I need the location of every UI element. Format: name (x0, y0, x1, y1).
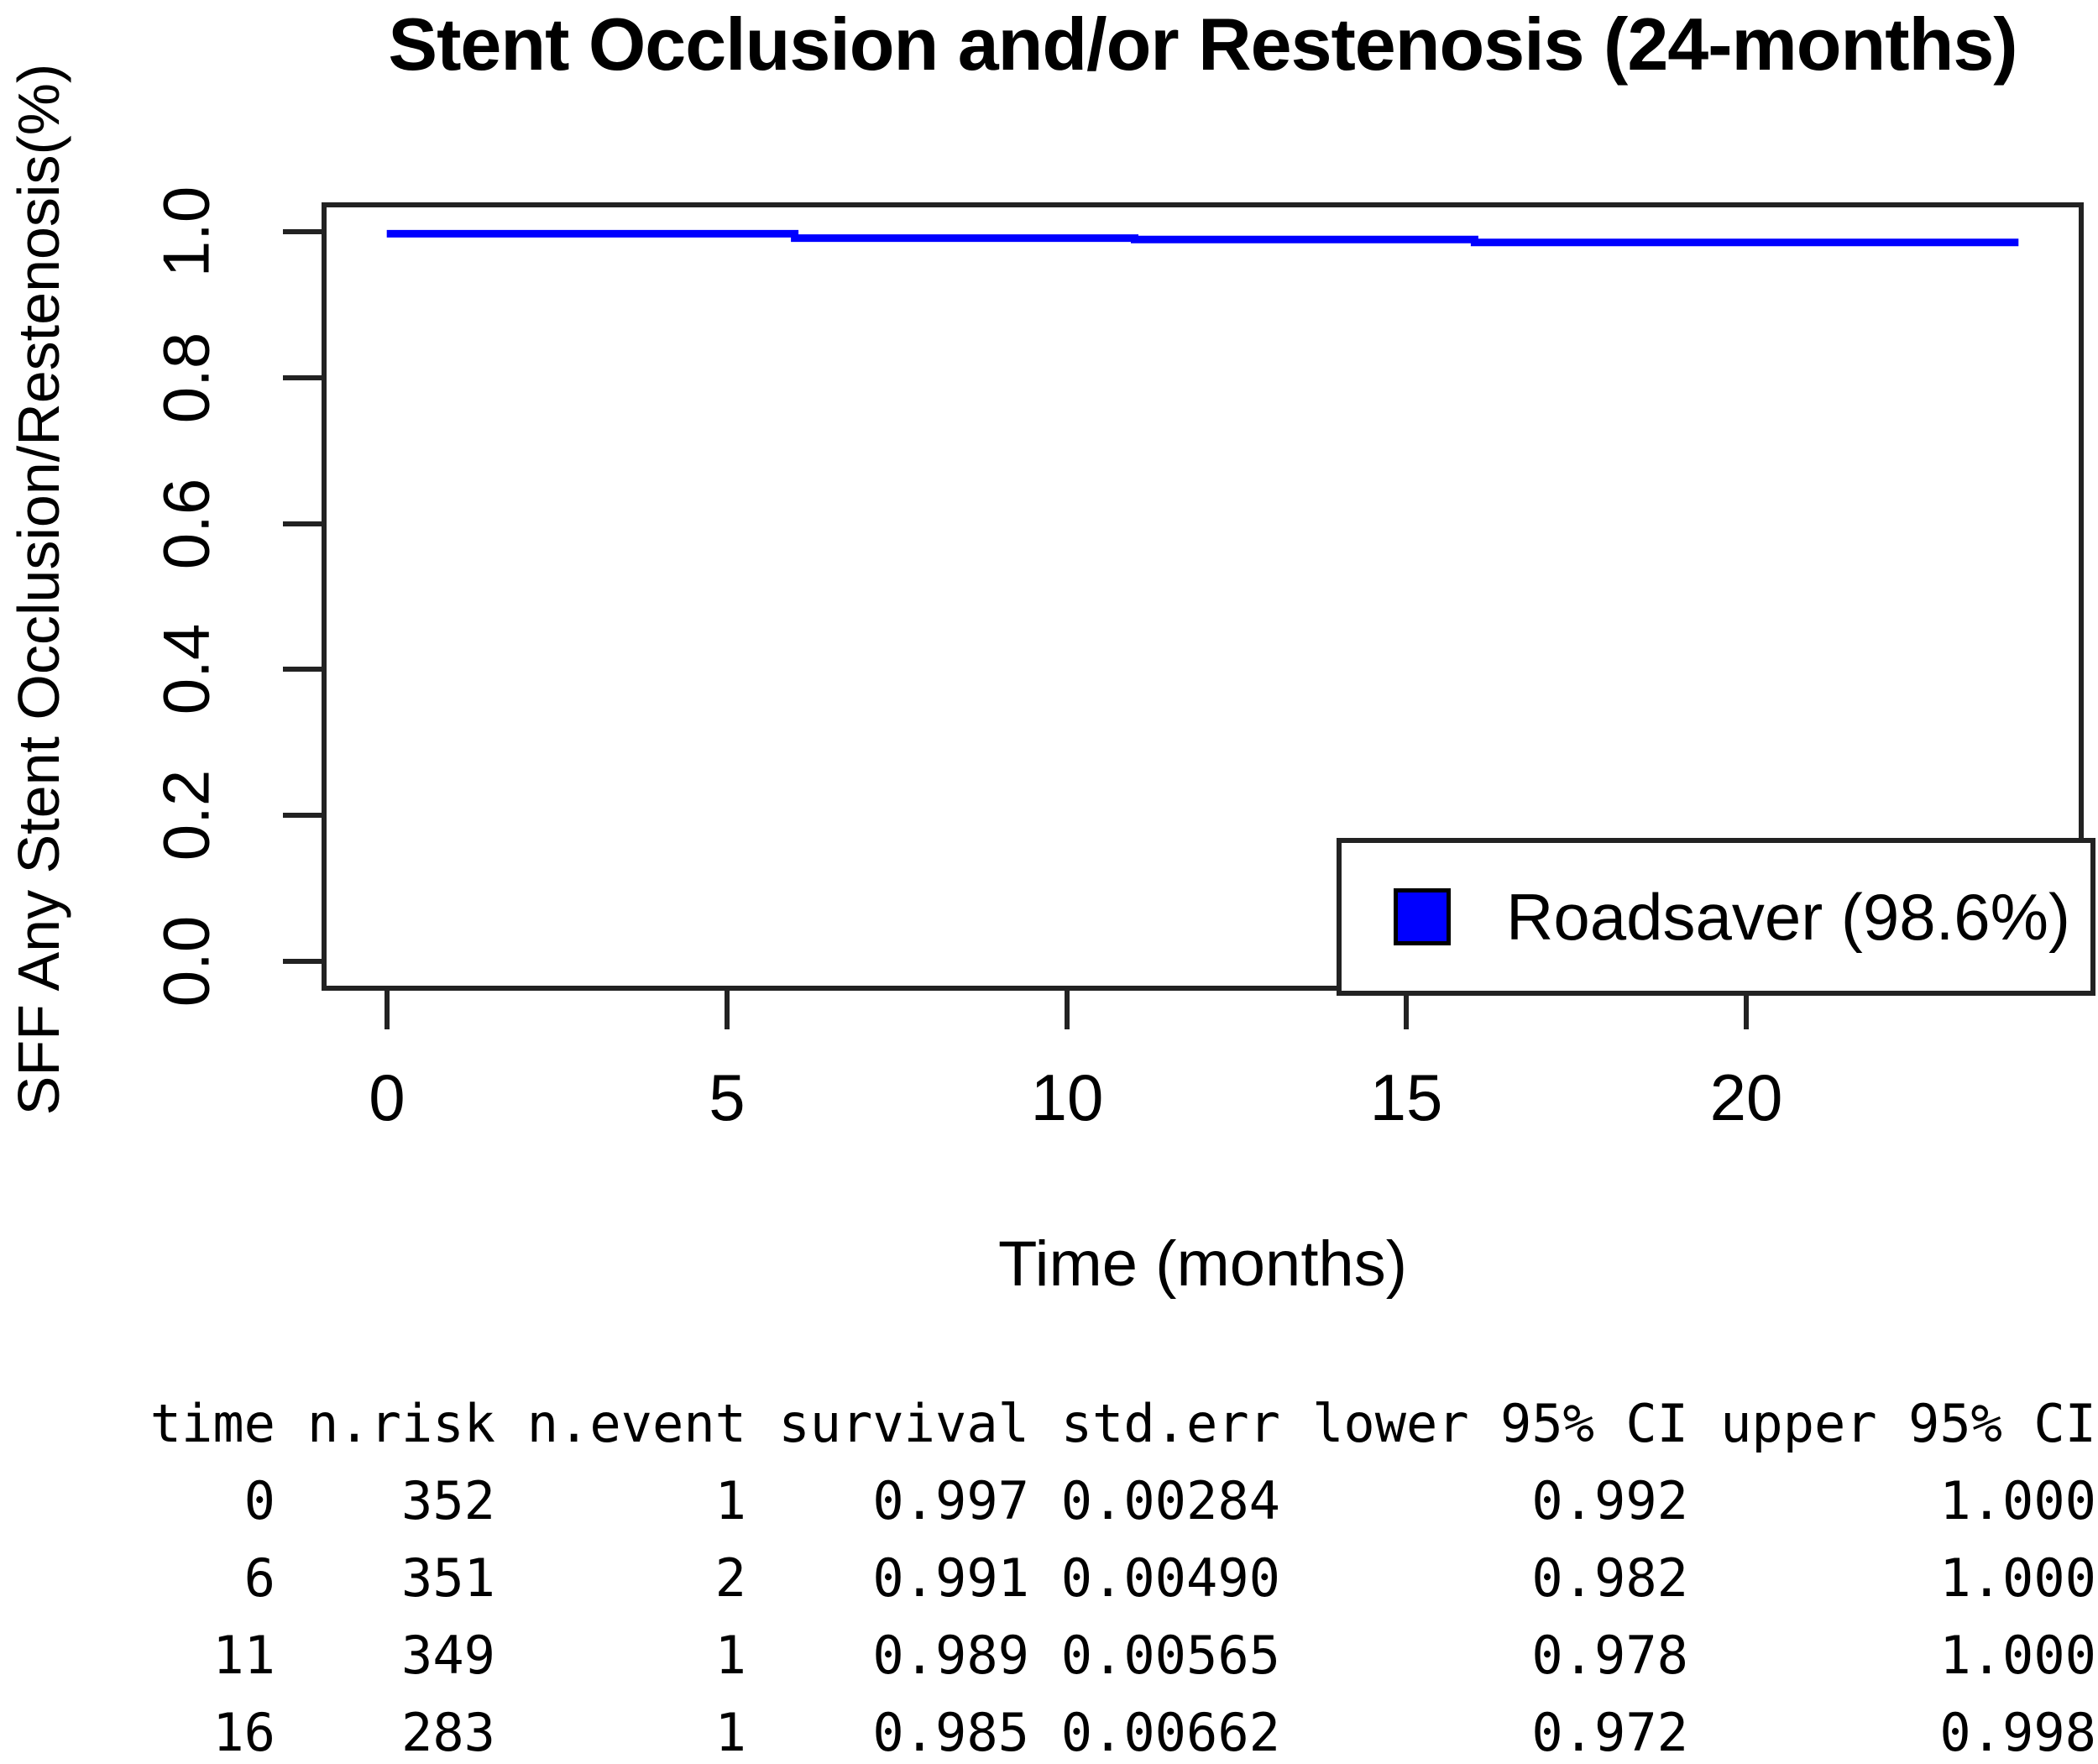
table-cell: 1.000 (1939, 1470, 2096, 1531)
table-cell: 0.00662 (1060, 1702, 1280, 1763)
legend-color-swatch (1394, 888, 1451, 945)
chart-title: Stent Occlusion and/or Restenosis (24-mo… (388, 3, 2017, 86)
y-tick-label: 1.0 (149, 186, 223, 278)
survival-curve-svg (386, 229, 2019, 247)
table-header-n-event: n.event (526, 1393, 746, 1454)
table-cell: 0.00565 (1060, 1625, 1280, 1686)
y-tick-mark (283, 959, 322, 964)
x-tick-mark (385, 991, 390, 1029)
y-tick-mark (283, 813, 322, 818)
legend: Roadsaver (98.6%) (1337, 838, 2095, 996)
table-row: 0 352 1 0.997 0.00284 0.992 1.000 (149, 1463, 2096, 1540)
y-tick-mark (283, 667, 322, 672)
table-cell: 0.00284 (1060, 1470, 1280, 1531)
x-tick-label: 20 (1709, 1060, 1783, 1134)
x-tick-mark (1065, 991, 1070, 1029)
table-cell: 283 (401, 1702, 495, 1763)
y-tick-label: 0.0 (149, 915, 223, 1008)
table-header-lower-ci: lower 95% CI (1312, 1393, 1688, 1454)
table-cell: 351 (401, 1547, 495, 1609)
y-tick-label: 0.6 (149, 478, 223, 570)
y-tick-label: 0.4 (149, 623, 223, 715)
table-cell: 11 (212, 1625, 275, 1686)
table-cell: 0.972 (1531, 1702, 1688, 1763)
y-tick-mark (283, 521, 322, 526)
table-row: 11 349 1 0.989 0.00565 0.978 1.000 (149, 1617, 2096, 1694)
table-row: 6 351 2 0.991 0.00490 0.982 1.000 (149, 1540, 2096, 1617)
table-header-std-err: std.err (1060, 1393, 1280, 1454)
table-cell: 0.992 (1531, 1470, 1688, 1531)
table-cell: 0.991 (872, 1547, 1029, 1609)
table-cell: 6 (243, 1547, 275, 1609)
table-header-survival: survival (778, 1393, 1029, 1454)
y-tick-label: 0.2 (149, 769, 223, 861)
table-cell: 1.000 (1939, 1547, 2096, 1609)
table-cell: 349 (401, 1625, 495, 1686)
y-axis-label: SFF Any Stent Occlusion/Restenosis(%) (6, 63, 71, 1116)
survival-curve (386, 229, 2019, 247)
table-cell: 0.998 (1939, 1702, 2096, 1763)
table-header-row: time n.risk n.event survival std.err low… (149, 1385, 2096, 1463)
table-header-time: time (149, 1393, 275, 1454)
y-tick-mark (283, 375, 322, 380)
table-cell: 352 (401, 1470, 495, 1531)
table-row: 16 283 1 0.985 0.00662 0.972 0.998 (149, 1694, 2096, 1764)
table-header-upper-ci: upper 95% CI (1720, 1393, 2096, 1454)
table-cell: 0.989 (872, 1625, 1029, 1686)
table-cell: 1 (714, 1625, 746, 1686)
table-cell: 0.997 (872, 1470, 1029, 1531)
table-header-n-risk: n.risk (307, 1393, 495, 1454)
table-cell: 1 (714, 1702, 746, 1763)
x-axis-label: Time (months) (997, 1228, 1408, 1300)
table-cell: 0.978 (1531, 1625, 1688, 1686)
x-tick-label: 10 (1030, 1060, 1104, 1134)
legend-label: Roadsaver (98.6%) (1506, 879, 2070, 954)
x-tick-mark (1744, 991, 1749, 1029)
table-cell: 1.000 (1939, 1625, 2096, 1686)
table-cell: 16 (212, 1702, 275, 1763)
y-tick-label: 0.8 (149, 332, 223, 424)
x-tick-label: 15 (1369, 1060, 1443, 1134)
x-tick-label: 5 (709, 1060, 746, 1134)
table-cell: 0.00490 (1060, 1547, 1280, 1609)
y-tick-mark (283, 229, 322, 234)
table-cell: 0.982 (1531, 1547, 1688, 1609)
summary-table: time n.risk n.event survival std.err low… (149, 1385, 2096, 1764)
table-cell: 0.985 (872, 1702, 1029, 1763)
table-cell: 0 (243, 1470, 275, 1531)
table-cell: 1 (714, 1470, 746, 1531)
x-tick-mark (1404, 991, 1409, 1029)
x-tick-label: 0 (369, 1060, 405, 1134)
x-tick-mark (725, 991, 730, 1029)
table-cell: 2 (714, 1547, 746, 1609)
